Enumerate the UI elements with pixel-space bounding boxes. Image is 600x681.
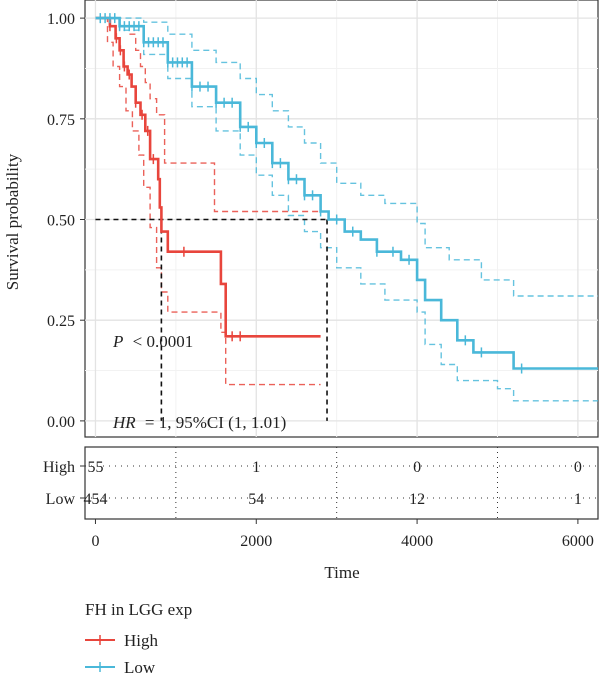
risk-count-high: 0 <box>574 459 582 476</box>
p-value-annotation: P < 0.0001 <box>112 332 193 351</box>
risk-table: High Low 55 1 0 0 454 54 12 1 <box>43 447 598 519</box>
y-axis-title: Survival probability <box>3 153 22 290</box>
survival-curve-high <box>95 16 321 338</box>
risk-count-low: 454 <box>83 491 107 508</box>
x-tick-label: 2000 <box>240 533 272 550</box>
risk-row-label: High <box>43 459 75 476</box>
y-tick-label: 0.75 <box>47 112 75 129</box>
ci-lower-high <box>95 17 321 386</box>
hr-symbol: HR <box>112 413 136 432</box>
survival-curve-low <box>95 16 598 370</box>
y-tick-label: 0.00 <box>47 414 75 431</box>
risk-count-low: 1 <box>574 491 582 508</box>
censor-marks <box>99 13 523 374</box>
ci-upper-low <box>95 17 598 297</box>
risk-count-high: 55 <box>87 459 103 476</box>
x-tick-label: 4000 <box>401 533 433 550</box>
p-symbol: P <box>112 332 123 351</box>
y-tick-label: 0.25 <box>47 313 75 330</box>
hr-value: = 1, 95%CI (1, 1.01) <box>145 413 286 432</box>
risk-count-high: 0 <box>413 459 421 476</box>
legend: High Low <box>85 631 159 677</box>
risk-count-low: 12 <box>409 491 425 508</box>
risk-row-label: Low <box>46 491 76 508</box>
risk-count-high: 1 <box>252 459 260 476</box>
y-axis-ticks: 0.00 0.25 0.50 0.75 1.00 <box>47 11 85 431</box>
y-tick-label: 1.00 <box>47 11 75 28</box>
legend-title: FH in LGG exp <box>85 600 192 619</box>
legend-label-high: High <box>124 631 159 650</box>
survival-curves <box>95 16 598 370</box>
x-tick-label: 6000 <box>562 533 594 550</box>
confidence-bands <box>95 17 598 402</box>
ci-lower-low <box>95 17 598 402</box>
hr-annotation: HR = 1, 95%CI (1, 1.01) <box>112 413 286 432</box>
legend-label-low: Low <box>124 658 156 677</box>
x-tick-label: 0 <box>91 533 99 550</box>
y-tick-label: 0.50 <box>47 213 75 230</box>
risk-count-low: 54 <box>248 491 264 508</box>
p-value: < 0.0001 <box>133 332 194 351</box>
median-lines <box>95 218 328 421</box>
risk-table-panel <box>84 446 599 520</box>
x-axis-ticks: 0 2000 4000 6000 <box>91 519 594 550</box>
x-axis-title: Time <box>324 563 359 582</box>
